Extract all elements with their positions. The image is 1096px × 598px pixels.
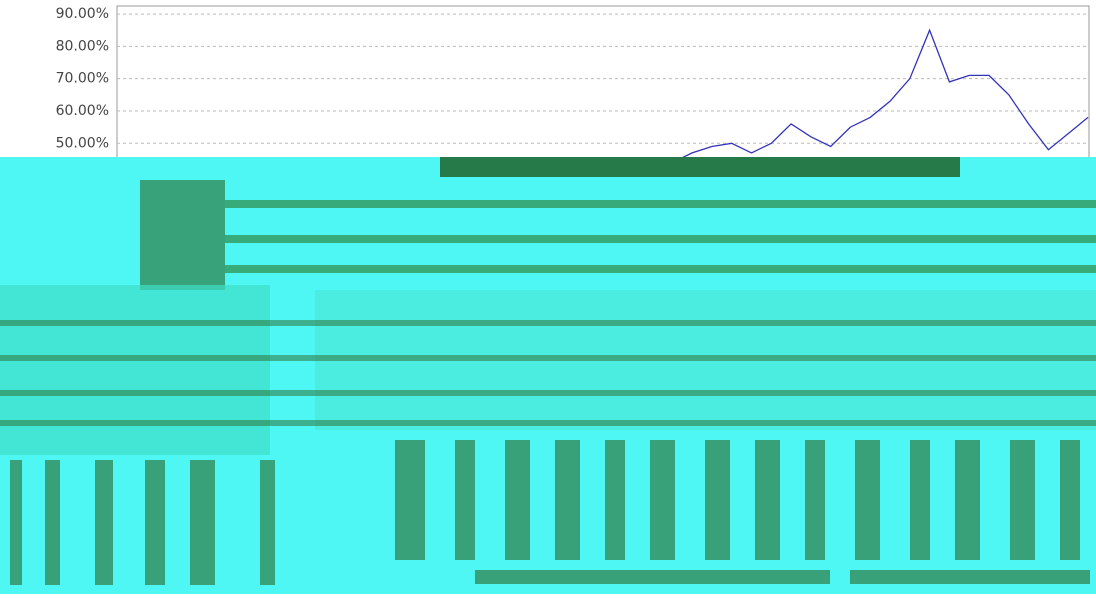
y-tick-label: 60.00%: [56, 103, 109, 119]
y-tick-label: 80.00%: [56, 38, 109, 54]
glitch-overlay: [0, 157, 1096, 594]
line: [644, 28, 1089, 160]
grid: [117, 13, 1089, 144]
y-tick-label: 70.00%: [56, 71, 109, 87]
series: [644, 28, 1089, 160]
y-tick-label: 50.00%: [56, 135, 109, 151]
y-tick-label: 90.00%: [56, 6, 109, 22]
